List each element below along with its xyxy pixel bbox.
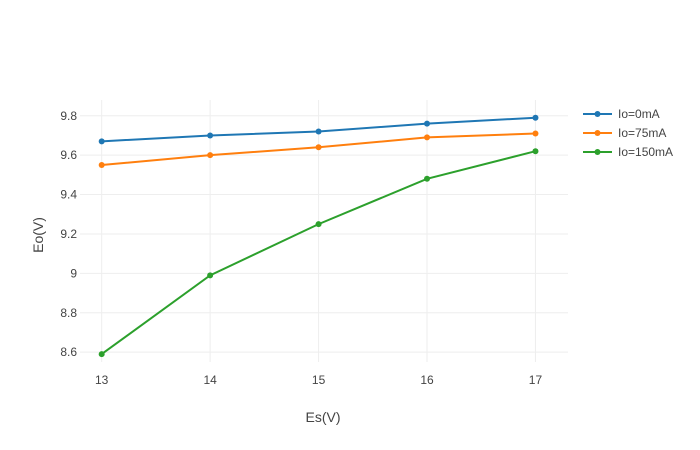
y-tick-label: 9.4 xyxy=(60,188,77,202)
y-tick-label: 9.8 xyxy=(60,109,77,123)
legend[interactable]: Io=0mA Io=75mA Io=150mA xyxy=(583,107,673,159)
legend-item[interactable]: Io=0mA xyxy=(583,107,660,121)
data-point[interactable] xyxy=(315,144,322,151)
data-point[interactable] xyxy=(532,114,539,121)
series-1 xyxy=(98,130,539,169)
data-point[interactable] xyxy=(315,128,322,135)
data-point[interactable] xyxy=(424,134,431,141)
axis-ticks: 13 14 15 16 17 8.6 8.8 9 9.2 9.4 9.6 9.8 xyxy=(60,109,542,387)
x-tick-label: 16 xyxy=(420,373,434,387)
legend-marker xyxy=(594,111,601,117)
data-point[interactable] xyxy=(98,138,105,145)
y-tick-label: 9 xyxy=(70,266,77,280)
data-point[interactable] xyxy=(532,148,539,155)
legend-item[interactable]: Io=75mA xyxy=(583,126,666,140)
plot-area xyxy=(98,114,539,358)
x-tick-label: 15 xyxy=(312,373,326,387)
data-point[interactable] xyxy=(207,272,214,279)
x-axis-title: Es(V) xyxy=(306,409,341,425)
data-point[interactable] xyxy=(207,132,214,139)
data-point[interactable] xyxy=(315,221,322,228)
grid xyxy=(80,100,568,362)
data-point[interactable] xyxy=(207,152,214,159)
legend-marker xyxy=(594,130,601,136)
y-tick-label: 8.8 xyxy=(60,306,77,320)
x-tick-label: 14 xyxy=(203,373,217,387)
y-tick-label: 9.6 xyxy=(60,148,77,162)
y-tick-label: 9.2 xyxy=(60,227,77,241)
data-point[interactable] xyxy=(532,130,539,137)
x-tick-label: 17 xyxy=(529,373,543,387)
y-tick-label: 8.6 xyxy=(60,345,77,359)
y-axis-title: Eo(V) xyxy=(30,217,46,253)
legend-label: Io=75mA xyxy=(618,126,666,140)
series-0 xyxy=(98,114,539,145)
series-2 xyxy=(98,148,539,358)
data-point[interactable] xyxy=(98,162,105,169)
legend-label: Io=150mA xyxy=(618,145,673,159)
legend-item[interactable]: Io=150mA xyxy=(583,145,673,159)
legend-marker xyxy=(594,149,601,155)
data-point[interactable] xyxy=(424,120,431,127)
data-point[interactable] xyxy=(98,351,105,358)
legend-label: Io=0mA xyxy=(618,107,660,121)
x-tick-label: 13 xyxy=(95,373,109,387)
data-point[interactable] xyxy=(424,175,431,182)
